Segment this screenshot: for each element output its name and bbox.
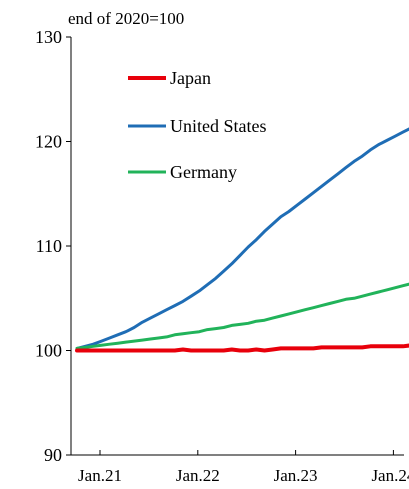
legend: Japan United States Germany xyxy=(128,68,267,182)
x-tick-label: Jan.22 xyxy=(176,466,220,485)
series-lines xyxy=(75,127,409,353)
x-tick-label: Jan.21 xyxy=(78,466,122,485)
legend-label: Japan xyxy=(170,68,211,88)
series-line-united-states xyxy=(75,127,409,350)
y-tick-label: 100 xyxy=(35,341,62,361)
legend-label: Germany xyxy=(170,162,237,182)
legend-label: United States xyxy=(170,116,267,136)
y-tick-label: 110 xyxy=(36,236,62,256)
x-tick-label: Jan.24 xyxy=(371,466,409,485)
unit-note: end of 2020=100 xyxy=(68,9,184,28)
y-tick-label: 120 xyxy=(35,132,62,152)
series-line-japan xyxy=(75,343,409,353)
x-axis: Jan.21 Jan.22 Jan.23 Jan.24 xyxy=(71,450,409,485)
series-line-germany xyxy=(75,282,409,350)
y-tick-label: 130 xyxy=(35,27,62,47)
y-tick-label: 90 xyxy=(44,445,62,465)
x-tick-label: Jan.23 xyxy=(274,466,318,485)
y-axis: 90 100 110 120 130 xyxy=(35,27,72,465)
